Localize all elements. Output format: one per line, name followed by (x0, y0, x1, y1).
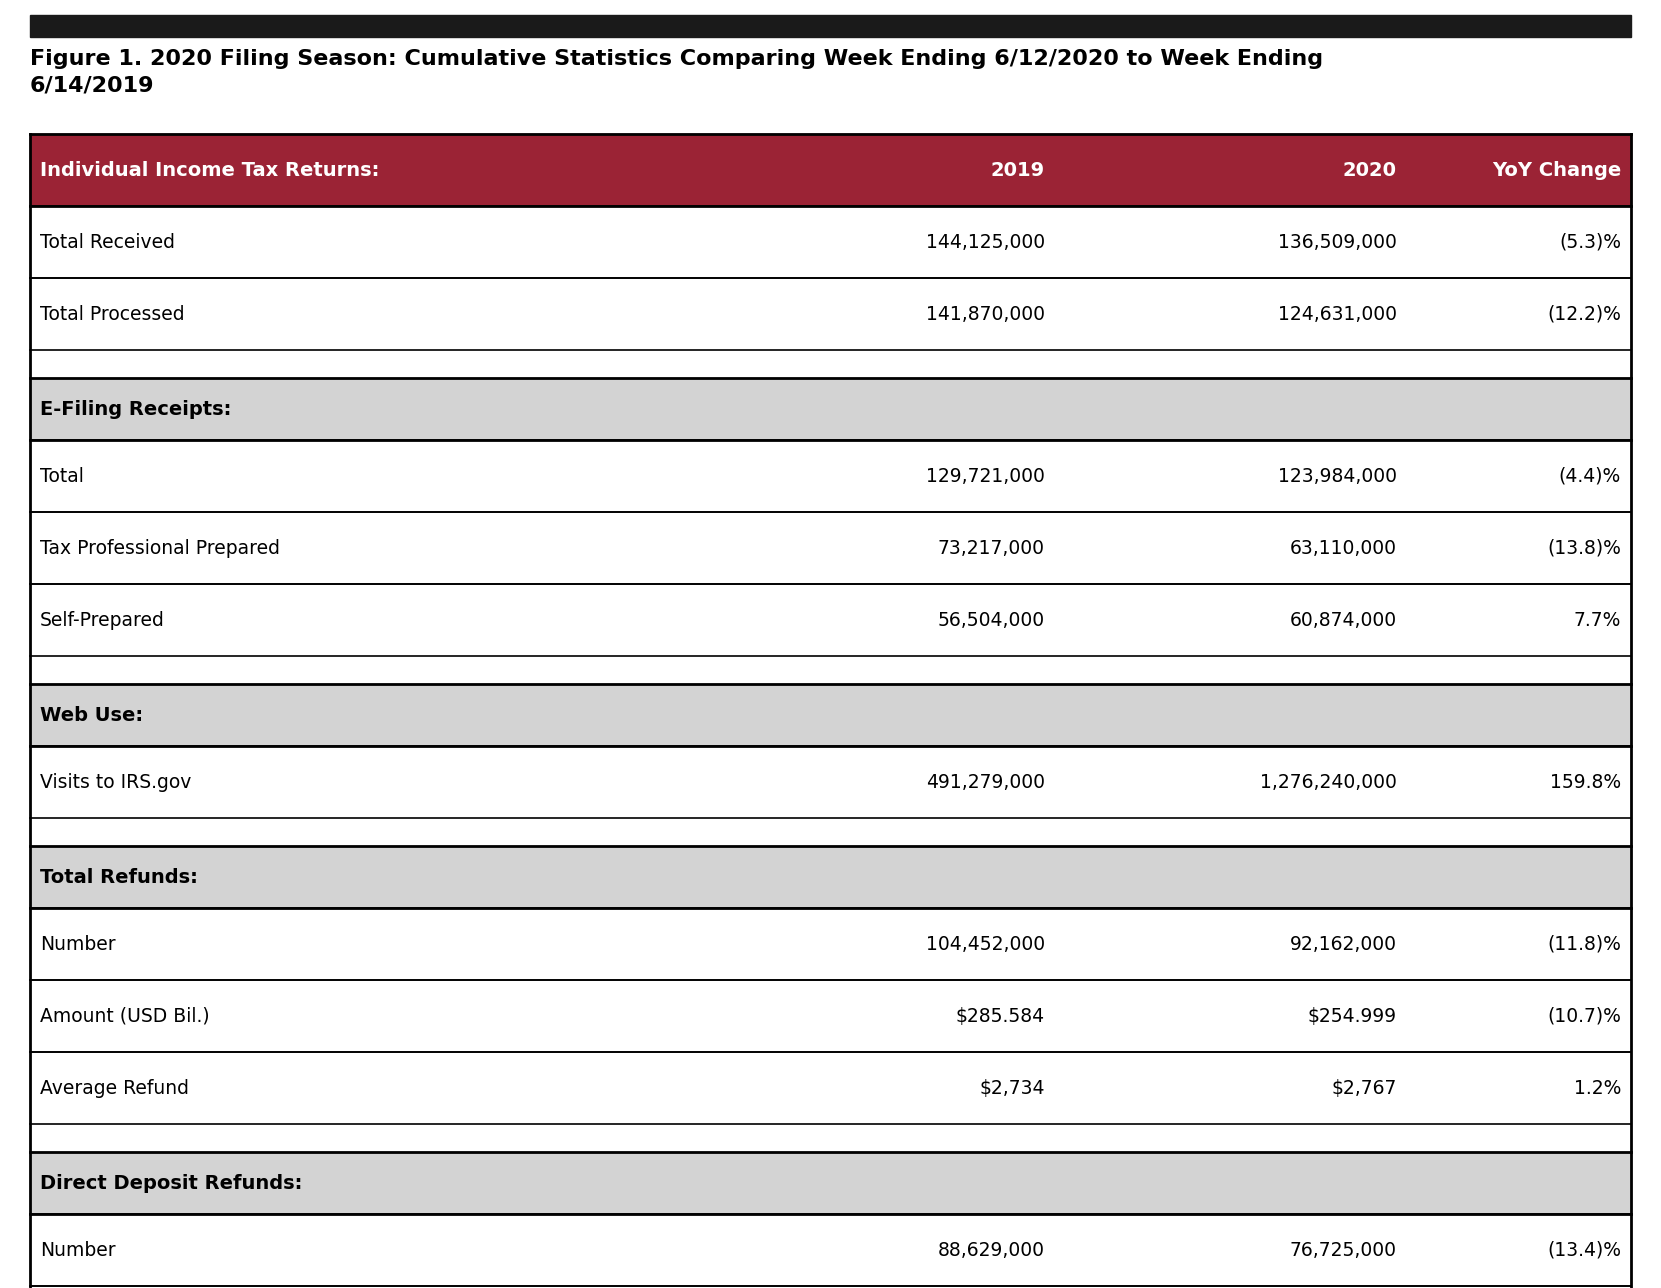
Text: 60,874,000: 60,874,000 (1289, 611, 1397, 630)
Bar (30, 656, 1631, 684)
Text: Total Received: Total Received (40, 233, 174, 251)
Text: Direct Deposit Refunds:: Direct Deposit Refunds: (40, 1173, 302, 1193)
Text: Total Processed: Total Processed (40, 305, 184, 323)
Text: 2019: 2019 (990, 161, 1045, 180)
Bar (30, 846, 1631, 908)
Bar (30, 440, 1631, 513)
Text: 76,725,000: 76,725,000 (1291, 1240, 1397, 1260)
Text: Individual Income Tax Returns:: Individual Income Tax Returns: (40, 161, 379, 180)
Text: Tax Professional Prepared: Tax Professional Prepared (40, 538, 281, 558)
Bar (30, 1124, 1631, 1153)
Text: Visits to IRS.gov: Visits to IRS.gov (40, 773, 191, 792)
Text: E-Filing Receipts:: E-Filing Receipts: (40, 399, 231, 419)
Text: 88,629,000: 88,629,000 (938, 1240, 1045, 1260)
Text: 92,162,000: 92,162,000 (1291, 935, 1397, 953)
Text: 124,631,000: 124,631,000 (1277, 305, 1397, 323)
Text: Number: Number (40, 1240, 116, 1260)
Bar (30, 1215, 1631, 1287)
Bar (30, 379, 1631, 440)
Text: (13.8)%: (13.8)% (1546, 538, 1621, 558)
Text: 123,984,000: 123,984,000 (1277, 466, 1397, 486)
Text: Total Refunds:: Total Refunds: (40, 868, 198, 886)
Text: 129,721,000: 129,721,000 (925, 466, 1045, 486)
Text: (4.4)%: (4.4)% (1558, 466, 1621, 486)
Bar (30, 206, 1631, 278)
Bar (30, 513, 1631, 585)
Text: Self-Prepared: Self-Prepared (40, 611, 164, 630)
Text: 73,217,000: 73,217,000 (938, 538, 1045, 558)
Bar (30, 684, 1631, 746)
Bar (30, 980, 1631, 1052)
Text: Number: Number (40, 935, 116, 953)
Text: 491,279,000: 491,279,000 (925, 773, 1045, 792)
Text: Total: Total (40, 466, 83, 486)
Text: Web Use:: Web Use: (40, 706, 143, 725)
Text: 1,276,240,000: 1,276,240,000 (1261, 773, 1397, 792)
Text: (11.8)%: (11.8)% (1546, 935, 1621, 953)
Text: Average Refund: Average Refund (40, 1079, 189, 1097)
Text: $2,734: $2,734 (978, 1079, 1045, 1097)
Bar (30, 585, 1631, 656)
Text: (12.2)%: (12.2)% (1546, 305, 1621, 323)
Text: YoY Change: YoY Change (1492, 161, 1621, 180)
Text: $2,767: $2,767 (1332, 1079, 1397, 1097)
Text: 7.7%: 7.7% (1573, 611, 1621, 630)
Bar (30, 278, 1631, 350)
Text: (10.7)%: (10.7)% (1546, 1007, 1621, 1025)
Text: 63,110,000: 63,110,000 (1291, 538, 1397, 558)
Text: 159.8%: 159.8% (1550, 773, 1621, 792)
Bar (30, 1052, 1631, 1124)
Text: 136,509,000: 136,509,000 (1277, 233, 1397, 251)
Text: 144,125,000: 144,125,000 (925, 233, 1045, 251)
Text: 56,504,000: 56,504,000 (937, 611, 1045, 630)
Text: 1.2%: 1.2% (1573, 1079, 1621, 1097)
Bar (30, 15, 1631, 37)
Bar (30, 134, 1631, 206)
Text: 2020: 2020 (1342, 161, 1397, 180)
Text: (13.4)%: (13.4)% (1546, 1240, 1621, 1260)
Bar (30, 1287, 1631, 1288)
Bar (30, 746, 1631, 818)
Bar (30, 1153, 1631, 1215)
Text: Figure 1. 2020 Filing Season: Cumulative Statistics Comparing Week Ending 6/12/2: Figure 1. 2020 Filing Season: Cumulative… (30, 49, 1324, 95)
Bar (30, 818, 1631, 846)
Text: 141,870,000: 141,870,000 (925, 305, 1045, 323)
Text: $285.584: $285.584 (955, 1007, 1045, 1025)
Bar (30, 908, 1631, 980)
Text: 104,452,000: 104,452,000 (925, 935, 1045, 953)
Text: Amount (USD Bil.): Amount (USD Bil.) (40, 1007, 209, 1025)
Text: (5.3)%: (5.3)% (1560, 233, 1621, 251)
Bar (30, 350, 1631, 379)
Text: $254.999: $254.999 (1307, 1007, 1397, 1025)
